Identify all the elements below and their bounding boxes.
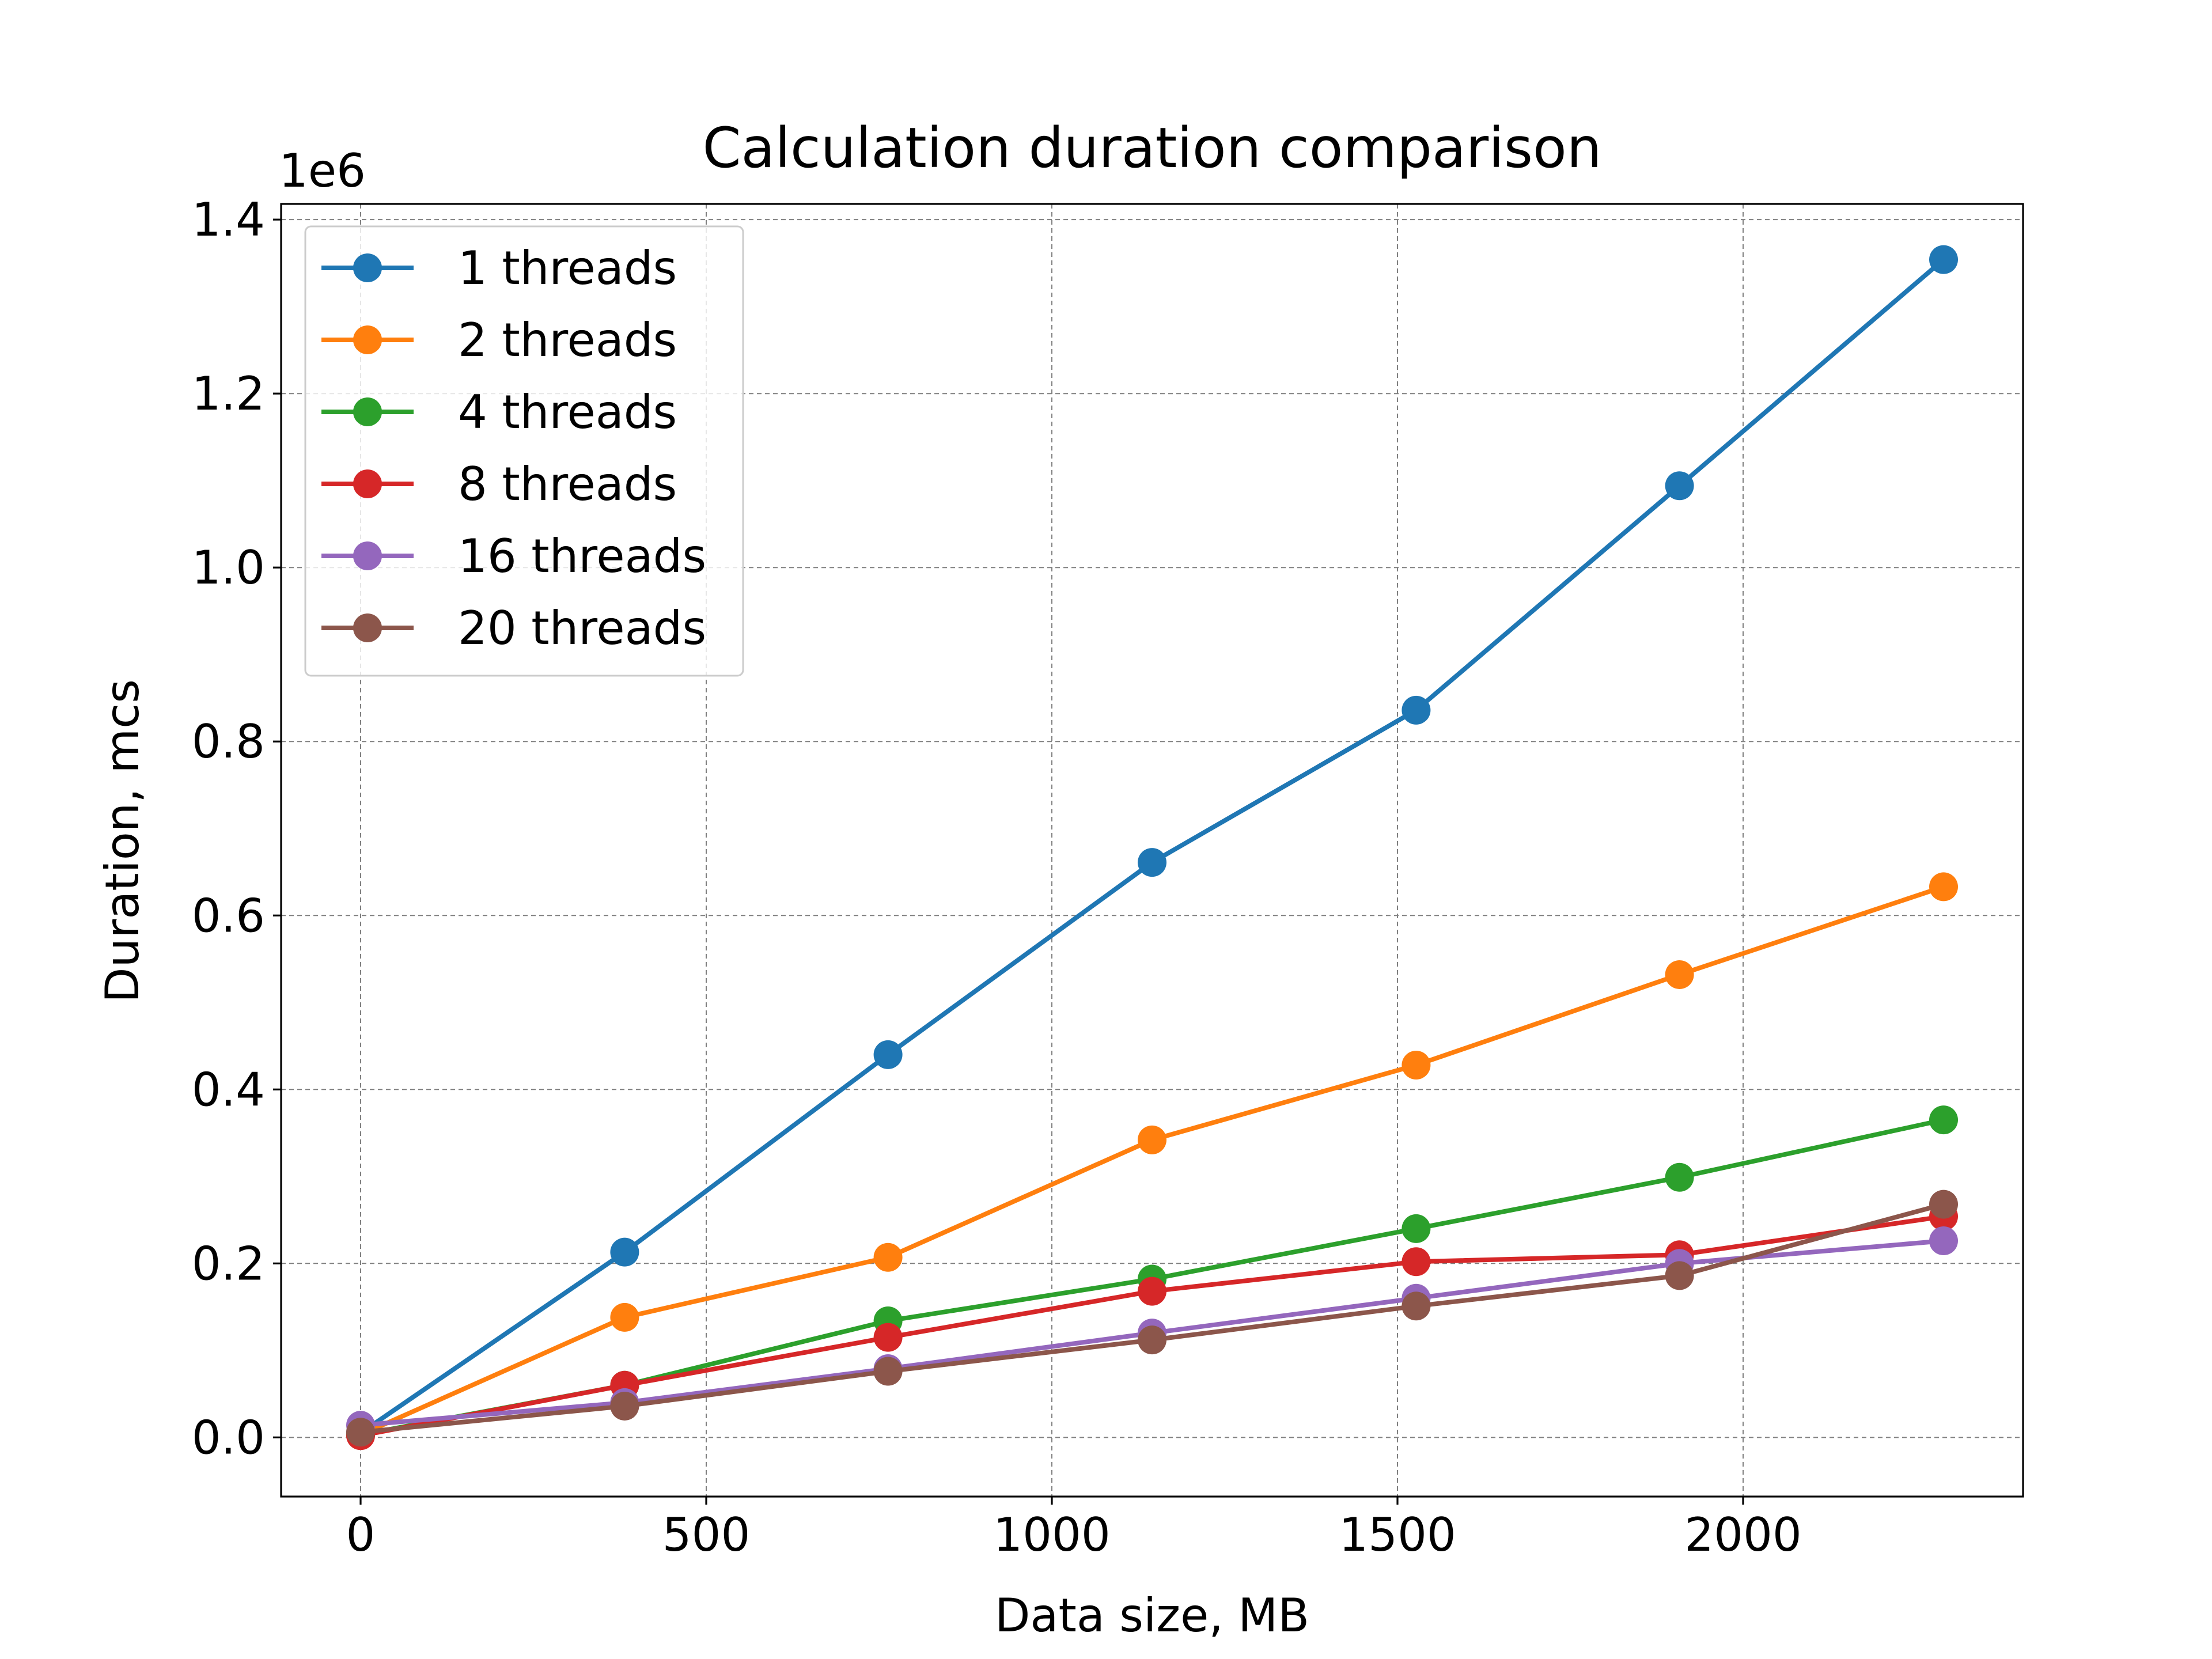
legend-label: 4 threads	[458, 385, 677, 439]
legend-marker	[353, 397, 382, 426]
x-tick-label: 1500	[1339, 1508, 1456, 1562]
legend-marker	[353, 469, 382, 498]
legend-box	[304, 225, 744, 677]
legend-marker	[353, 613, 382, 642]
data-point	[1138, 1325, 1166, 1355]
legend-label: 8 threads	[458, 457, 677, 511]
data-point	[1665, 471, 1694, 501]
legend-marker	[353, 541, 382, 570]
y-tick-label: 0.0	[192, 1411, 265, 1464]
y-axis-offset-label: 1e6	[279, 144, 366, 198]
data-point	[873, 1243, 903, 1272]
data-point	[610, 1391, 639, 1421]
y-tick-label: 1.0	[192, 541, 265, 594]
y-tick-label: 0.4	[192, 1063, 265, 1116]
data-point	[1138, 1277, 1166, 1306]
data-point	[1402, 1291, 1431, 1321]
x-tick-label: 500	[662, 1508, 751, 1562]
data-point	[1929, 1190, 1958, 1219]
data-point	[1138, 1125, 1166, 1154]
data-point	[1402, 1050, 1431, 1080]
legend-label: 20 threads	[458, 601, 706, 655]
data-point	[873, 1040, 903, 1069]
data-point	[1138, 848, 1166, 877]
data-point	[1929, 245, 1958, 274]
y-axis-label: Duration, mcs	[96, 679, 149, 1003]
data-point	[873, 1357, 903, 1386]
legend-item: 16 threads	[321, 529, 706, 583]
y-tick-label: 1.4	[192, 193, 265, 247]
data-point	[346, 1418, 375, 1447]
data-point	[1402, 1214, 1431, 1243]
series-20-threads	[346, 1190, 1958, 1447]
chart-title: Calculation duration comparison	[702, 116, 1601, 180]
legend-marker	[353, 253, 382, 282]
x-axis-label: Data size, MB	[995, 1589, 1309, 1642]
plot-frame	[280, 203, 2024, 1498]
legend-item: 20 threads	[321, 601, 706, 655]
legend-item: 4 threads	[321, 385, 677, 439]
x-tick-label: 0	[346, 1508, 376, 1562]
y-tick-label: 0.2	[192, 1237, 265, 1290]
plot-series	[346, 245, 1958, 1450]
legend-marker	[353, 325, 382, 354]
data-point	[1402, 1247, 1431, 1277]
data-point	[610, 1237, 639, 1267]
legend-item: 1 threads	[321, 241, 677, 295]
data-point	[1929, 1226, 1958, 1256]
legend-label: 2 threads	[458, 313, 677, 367]
data-point	[1929, 872, 1958, 902]
legend-label: 16 threads	[458, 529, 706, 583]
data-point	[873, 1323, 903, 1352]
x-tick-label: 2000	[1684, 1508, 1802, 1562]
legend-label: 1 threads	[458, 241, 677, 295]
data-point	[1929, 1105, 1958, 1135]
y-tick-label: 0.6	[192, 889, 265, 942]
data-point	[1402, 695, 1431, 725]
data-point	[610, 1302, 639, 1332]
axis-ticks: 0 500 1000 1500 2000 0.0 0.2 0.4 0.6 0.8 1.0 1.2 1.4	[192, 193, 1802, 1562]
legend-item: 2 threads	[321, 313, 677, 367]
data-point	[1665, 1162, 1694, 1192]
data-point	[1665, 1261, 1694, 1290]
x-tick-label: 1000	[993, 1508, 1111, 1562]
legend: 1 threads 2 threads 4 threads 8 threads 16 t…	[304, 225, 744, 677]
y-tick-label: 0.8	[192, 715, 265, 768]
data-point	[1665, 960, 1694, 989]
legend-item: 8 threads	[321, 457, 677, 511]
y-tick-label: 1.2	[192, 367, 265, 421]
